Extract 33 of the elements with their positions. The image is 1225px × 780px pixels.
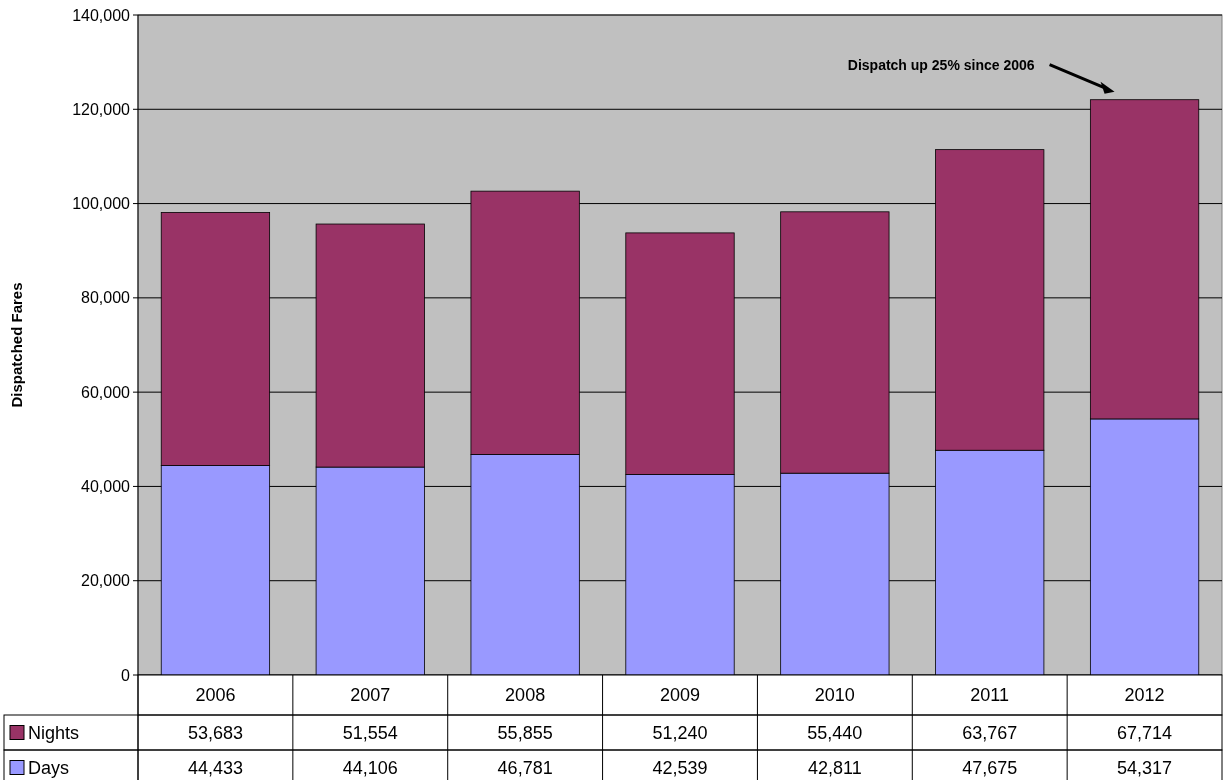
data-label: 51,240 <box>652 722 708 743</box>
annotation: Dispatch up 25% since 2006 <box>847 56 1035 73</box>
y-tick-label: 20,000 <box>81 572 131 590</box>
x-tick-label: 2007 <box>350 685 391 706</box>
data-label: 44,433 <box>187 757 243 778</box>
legend-label: Nights <box>28 722 80 743</box>
data-label: 51,554 <box>342 722 398 743</box>
data-label: 67,714 <box>1117 722 1173 743</box>
x-tick-label: 2009 <box>659 685 701 706</box>
y-tick-label: 100,000 <box>72 195 131 213</box>
x-tick-label: 2012 <box>1124 685 1165 706</box>
x-tick-label: 2008 <box>505 685 546 706</box>
data-label: 44,106 <box>342 757 398 778</box>
data-label: 55,855 <box>497 722 553 743</box>
x-tick-label: 2010 <box>814 685 855 706</box>
y-tick-label: 60,000 <box>81 383 131 401</box>
data-label: 55,440 <box>807 722 863 743</box>
y-tick-label: 0 <box>121 666 131 684</box>
data-label: 47,675 <box>962 757 1018 778</box>
legend-label: Days <box>28 757 70 778</box>
y-axis-title: Dispatched Fares <box>8 282 25 408</box>
data-label: 63,767 <box>962 722 1018 743</box>
y-tick-label: 140,000 <box>72 6 131 24</box>
data-label: 54,317 <box>1117 757 1173 778</box>
y-tick-label: 40,000 <box>81 478 131 496</box>
data-label: 46,781 <box>497 757 553 778</box>
y-tick-label: 80,000 <box>81 289 131 307</box>
data-label: 42,811 <box>808 757 862 778</box>
data-label: 53,683 <box>187 722 243 743</box>
y-tick-label: 120,000 <box>72 100 131 118</box>
x-tick-label: 2006 <box>195 685 236 706</box>
x-tick-label: 2011 <box>970 685 1010 706</box>
data-label: 42,539 <box>652 757 708 778</box>
